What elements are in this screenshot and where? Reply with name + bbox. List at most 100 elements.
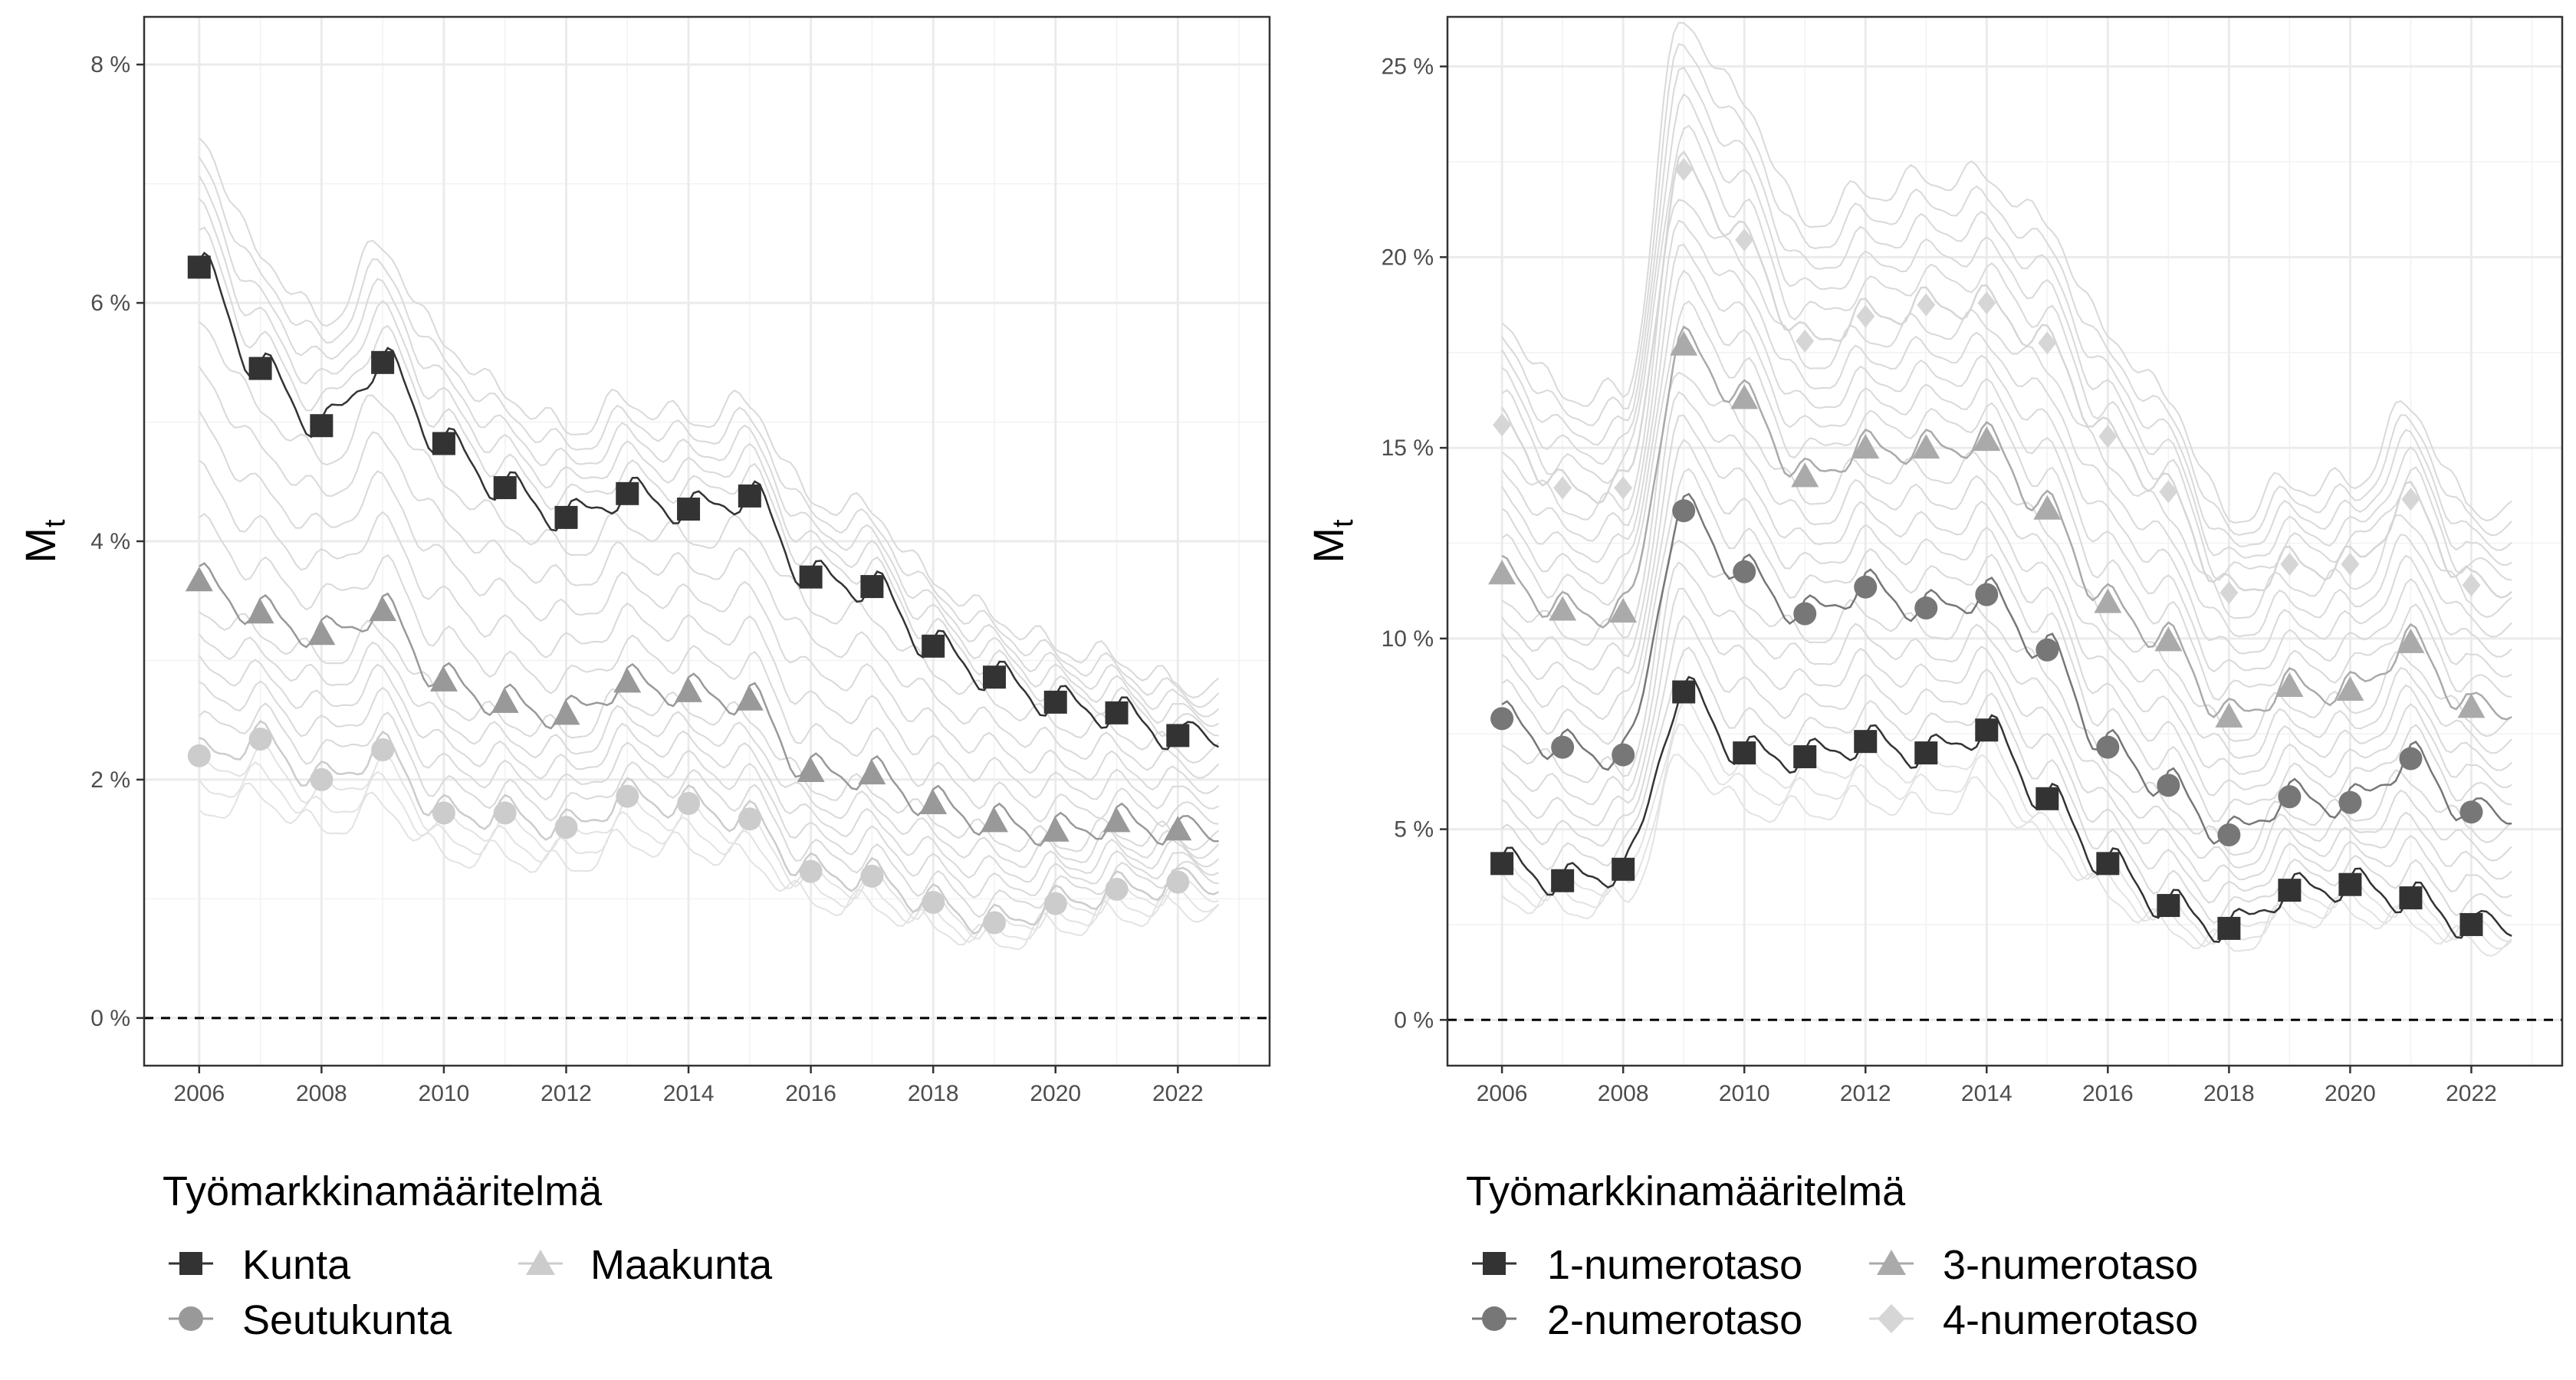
- marker-1-numerotaso-2010: [1733, 741, 1756, 765]
- left-y-axis: 0 % 2 % 4 % 6 % 8 %: [90, 52, 144, 1031]
- y-tick-label: 8 %: [90, 52, 130, 77]
- background-line: [198, 655, 1220, 883]
- marker-seutukunta-2010: [432, 801, 455, 825]
- marker-4-numerotaso-2006: [1493, 413, 1512, 437]
- x-tick-label: 2018: [908, 1081, 959, 1106]
- x-tick-label: 2020: [1030, 1081, 1081, 1106]
- x-tick-label: 2010: [1719, 1081, 1770, 1106]
- marker-kunta-2018: [922, 634, 945, 658]
- marker-maakunta-2010: [429, 666, 458, 692]
- marker-kunta-2021: [1105, 701, 1129, 724]
- marker-seutukunta-2018: [922, 891, 945, 915]
- left-legend: Työmarkkinamääritelmä Kunta Seutukunta M…: [163, 1168, 773, 1343]
- right-legend-label-1-numerotaso: 1-numerotaso: [1547, 1242, 1802, 1288]
- background-line: [199, 137, 1220, 698]
- background-line: [199, 513, 1219, 828]
- background-line: [1501, 243, 2512, 658]
- x-tick-label: 2022: [2446, 1081, 2497, 1106]
- x-tick-label: 2006: [1477, 1081, 1528, 1106]
- right-y-axis-title-main: M: [1304, 527, 1352, 564]
- background-line: [1501, 300, 2512, 702]
- marker-2-numerotaso-2008: [1612, 743, 1635, 767]
- marker-maakunta-2012: [552, 700, 580, 725]
- left-x-axis: 2006 2008 2010 2012 2014 2016 2018 2020 2022: [173, 1066, 1204, 1106]
- marker-4-numerotaso-2022: [2462, 573, 2481, 597]
- circle-marker-icon: [1482, 1306, 1506, 1331]
- marker-4-numerotaso-2009: [1674, 157, 1694, 181]
- marker-maakunta-2019: [980, 807, 1008, 833]
- background-line: [199, 320, 1220, 764]
- marker-3-numerotaso-2014: [1973, 426, 2001, 452]
- x-tick-label: 2012: [1840, 1081, 1891, 1106]
- marker-1-numerotaso-2012: [1854, 730, 1878, 754]
- y-tick-label: 10 %: [1382, 626, 1434, 652]
- marker-2-numerotaso-2015: [2036, 638, 2059, 662]
- marker-2-numerotaso-2012: [1854, 575, 1878, 599]
- background-line: [198, 175, 1220, 718]
- marker-seutukunta-2013: [616, 784, 639, 808]
- marker-maakunta-2021: [1102, 807, 1131, 833]
- left-major-grid: [144, 17, 1270, 1066]
- y-tick-label: 15 %: [1382, 435, 1434, 461]
- marker-2-numerotaso-2021: [2399, 747, 2423, 770]
- y-tick-label: 0 %: [1394, 1007, 1434, 1033]
- x-tick-label: 2008: [296, 1081, 347, 1106]
- background-line: [1501, 614, 2512, 904]
- right-plot-border: [1446, 15, 2564, 1067]
- x-tick-label: 2008: [1598, 1081, 1649, 1106]
- marker-3-numerotaso-2018: [2215, 702, 2243, 728]
- marker-3-numerotaso-2019: [2275, 672, 2304, 698]
- marker-1-numerotaso-2017: [2157, 894, 2180, 918]
- background-line: [1501, 269, 2512, 678]
- right-y-axis-title: Mt: [1304, 519, 1359, 564]
- background-line: [1501, 468, 2512, 823]
- marker-1-numerotaso-2020: [2338, 872, 2362, 896]
- right-legend: Työmarkkinamääritelmä 1-numerotaso 2-num…: [1466, 1168, 2198, 1343]
- right-y-axis: 0 % 5 % 10 % 15 % 20 % 25 %: [1382, 54, 1447, 1033]
- marker-1-numerotaso-2011: [1793, 745, 1817, 769]
- marker-3-numerotaso-2016: [2094, 588, 2122, 613]
- background-line: [1501, 43, 2512, 537]
- background-line: [1501, 754, 2512, 957]
- marker-maakunta-2007: [246, 599, 274, 624]
- marker-seutukunta-2012: [554, 816, 578, 840]
- marker-seutukunta-2007: [248, 728, 272, 751]
- background-line: [1501, 66, 2512, 551]
- marker-1-numerotaso-2015: [2036, 787, 2059, 810]
- marker-seutukunta-2019: [982, 911, 1006, 935]
- marker-maakunta-2015: [735, 685, 764, 711]
- marker-1-numerotaso-2013: [1914, 741, 1938, 765]
- marker-maakunta-2011: [491, 688, 519, 713]
- marker-maakunta-2014: [675, 677, 703, 702]
- left-legend-label-seutukunta: Seutukunta: [242, 1297, 452, 1343]
- marker-kunta-2012: [554, 505, 578, 529]
- left-legend-entry-seutukunta: Seutukunta: [169, 1297, 452, 1343]
- marker-kunta-2007: [248, 356, 272, 380]
- triangle-marker-icon: [1877, 1250, 1906, 1275]
- marker-2-numerotaso-2011: [1793, 602, 1817, 626]
- marker-4-numerotaso-2017: [2159, 480, 2178, 504]
- marker-3-numerotaso-2015: [2033, 495, 2062, 520]
- marker-1-numerotaso-2021: [2399, 886, 2423, 910]
- background-line: [199, 680, 1219, 899]
- marker-seutukunta-2011: [493, 801, 517, 825]
- right-legend-entry-4-numerotaso: 4-numerotaso: [1869, 1297, 2198, 1343]
- marker-3-numerotaso-2011: [1791, 462, 1819, 488]
- marker-kunta-2010: [432, 432, 455, 455]
- x-tick-label: 2012: [540, 1081, 592, 1106]
- marker-maakunta-2018: [919, 790, 948, 814]
- series-line-4-numerotaso: [1501, 150, 2512, 599]
- marker-maakunta-2006: [185, 567, 213, 592]
- marker-2-numerotaso-2019: [2278, 785, 2302, 809]
- marker-2-numerotaso-2017: [2157, 774, 2180, 797]
- x-tick-label: 2018: [2203, 1081, 2255, 1106]
- left-legend-title: Työmarkkinamääritelmä: [163, 1168, 603, 1214]
- marker-4-numerotaso-2012: [1856, 304, 1875, 328]
- series-line-3-numerotaso: [1501, 325, 2512, 721]
- marker-kunta-2009: [371, 350, 395, 374]
- marker-2-numerotaso-2022: [2459, 800, 2483, 824]
- diamond-marker-icon: [1878, 1304, 1905, 1333]
- marker-kunta-2014: [677, 498, 701, 521]
- background-line: [198, 156, 1220, 708]
